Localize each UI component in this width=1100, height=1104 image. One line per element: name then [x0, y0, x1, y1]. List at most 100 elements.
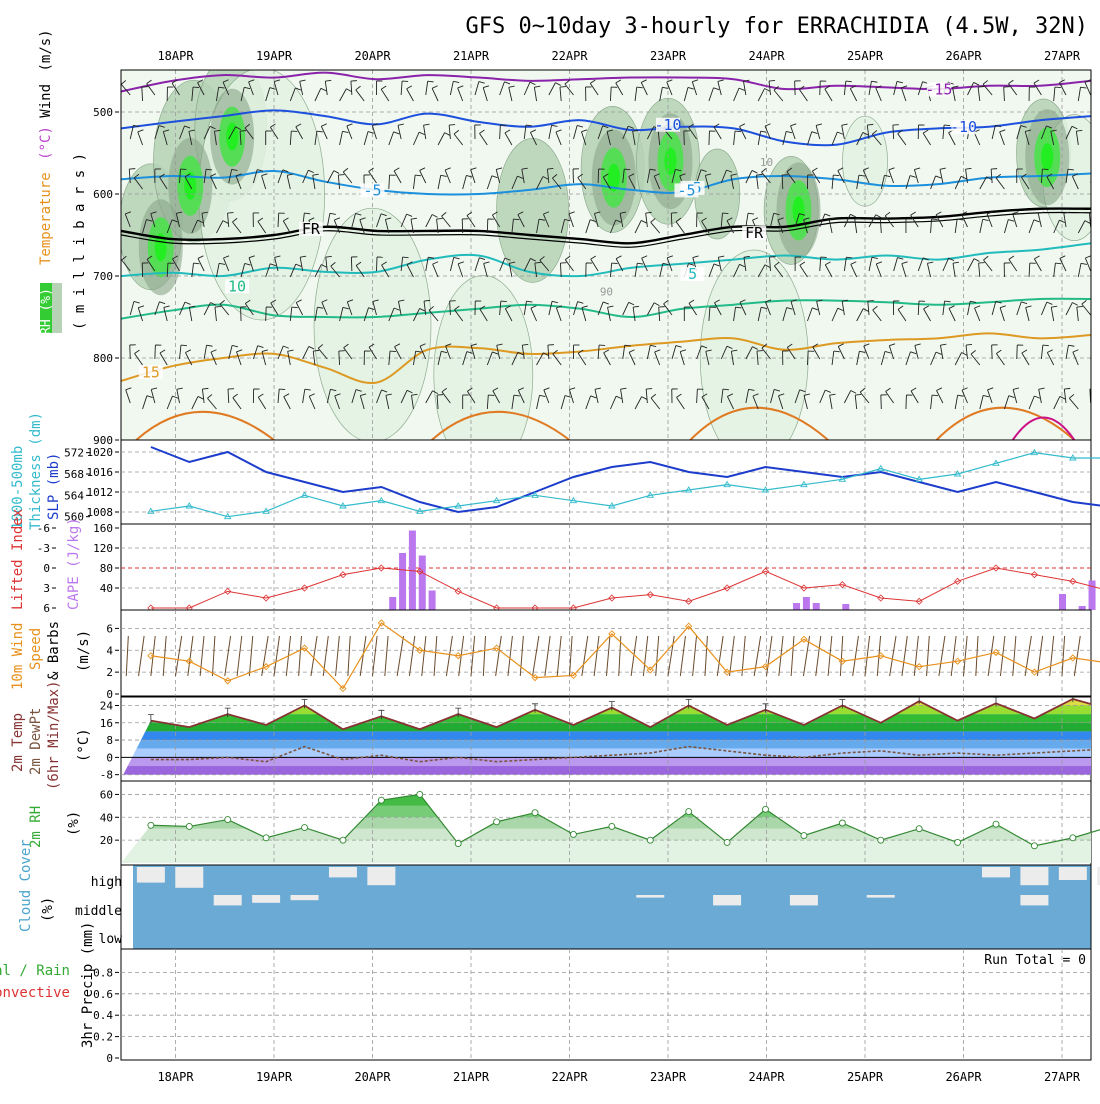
rh2m-marker: [763, 806, 769, 812]
cape-tick: 80: [100, 562, 113, 575]
rh-core-inner: [793, 196, 805, 224]
pressure-tick: 600: [93, 188, 113, 201]
temp-tick: 24: [100, 699, 114, 712]
cloud-middle-label: middle: [75, 904, 122, 919]
precip-tick: 0.8: [93, 966, 113, 979]
rh2m-marker: [570, 831, 576, 837]
rh2m-marker: [455, 841, 461, 847]
slp-tick: 1012: [87, 486, 114, 499]
slp-tick: 1016: [87, 466, 114, 479]
cape-frame: [121, 524, 1091, 610]
wind-barb-feather: [1094, 169, 1100, 170]
wind-barb-feather: [769, 80, 775, 81]
li-tick: -3: [37, 542, 50, 555]
bottom-date-label: 18APR: [157, 1070, 194, 1084]
wind10-label-3: & Barbs: [46, 621, 62, 680]
wind10-tick: 6: [106, 622, 113, 635]
upper-ylabel: Temperature (°C) Wind (m/s): [38, 29, 54, 265]
pressure-unit-label: ( m i l l i b a r s ): [72, 153, 88, 330]
cloud-block: [1020, 867, 1048, 885]
wind-barb-feather: [966, 344, 972, 345]
pressure-tick: 500: [93, 106, 113, 119]
wind-barb-feather: [1094, 218, 1099, 222]
rh2m-marker: [878, 837, 884, 843]
wind-barb-feather: [1095, 394, 1100, 398]
top-date-label: 18APR: [157, 49, 194, 63]
isotherm-label: -15: [925, 81, 952, 99]
wind-barb-feather: [735, 131, 741, 132]
wind-barb-feather: [437, 218, 443, 219]
wind10-frame: [121, 610, 1091, 696]
wind-barb-feather: [612, 263, 618, 264]
rh2m-marker: [839, 820, 845, 826]
bottom-date-label: 20APR: [354, 1070, 391, 1084]
cape-bar: [1059, 594, 1066, 610]
precip-tick: 0.2: [93, 1031, 113, 1044]
wind-barb-feather: [1077, 306, 1083, 307]
thickness-tick: 564: [64, 489, 84, 502]
isotherm-label: FR: [745, 224, 764, 242]
wind-barb-feather: [560, 87, 566, 88]
cloud-block: [329, 867, 357, 877]
wind-barb-feather: [722, 213, 728, 214]
wind10-label-1: 10m Wind: [10, 623, 26, 690]
temp-band: [121, 740, 1091, 749]
lifted-index-label: Lifted Index: [10, 509, 26, 610]
cape-bar: [842, 604, 849, 610]
wind-barb-feather: [646, 389, 652, 390]
isotherm-label: -10: [950, 118, 977, 136]
wind10-tick: 4: [106, 644, 113, 657]
wind-barb-feather: [1055, 87, 1061, 88]
wind-barb-feather: [833, 175, 839, 176]
precip-tick: 0.6: [93, 988, 113, 1001]
wind-barb-feather: [193, 87, 199, 88]
wind-barb-feather: [846, 81, 852, 82]
rh2m-marker: [186, 823, 192, 829]
rh2m-marker: [724, 839, 730, 845]
wind-barb-feather: [338, 175, 344, 176]
wind-barb-feather: [449, 125, 455, 126]
run-total: Run Total = 0: [984, 953, 1086, 968]
cape-bar: [793, 603, 800, 610]
isotherm-label: 10: [760, 156, 773, 169]
wind-barb-feather: [292, 307, 298, 308]
temp-tick: 8: [106, 734, 113, 747]
rh2m-unit: (%): [66, 811, 82, 836]
top-date-label: 25APR: [847, 49, 884, 63]
bottom-date-label: 22APR: [551, 1070, 588, 1084]
temperature-label: Temperature: [38, 172, 54, 265]
dewpt-label: 2m DewPt: [28, 708, 44, 775]
cloud-background: [133, 865, 1091, 949]
cape-tick: 120: [93, 542, 113, 555]
top-date-label: 22APR: [551, 49, 588, 63]
wind-barb-feather: [1089, 213, 1095, 214]
cloud-block: [982, 867, 1010, 877]
thickness-label-2: Thickness (dm): [28, 412, 44, 530]
wind-barb: [1094, 222, 1100, 233]
rh2m-marker: [263, 835, 269, 841]
isotherm-label: 5: [688, 265, 697, 283]
rh2m-marker: [378, 797, 384, 803]
wind-barb-feather: [868, 301, 874, 302]
rh2m-marker: [686, 809, 692, 815]
precip-label-convective: Convective: [0, 985, 70, 1001]
cape-bar: [399, 553, 406, 610]
rh2m-marker: [494, 819, 500, 825]
cape-label: CAPE (J/kg): [66, 517, 82, 610]
rh2m-marker: [340, 837, 346, 843]
precip-ticks: 0.80.60.40.20: [93, 966, 119, 1065]
pressure-tick: 700: [93, 270, 113, 283]
cloud-block: [790, 895, 818, 905]
cloud-block: [252, 895, 280, 903]
cloud-block: [636, 895, 664, 898]
wind-unit: (m/s): [38, 29, 54, 71]
rh2m-tick: 20: [100, 834, 113, 847]
cape-tick: 40: [100, 582, 113, 595]
